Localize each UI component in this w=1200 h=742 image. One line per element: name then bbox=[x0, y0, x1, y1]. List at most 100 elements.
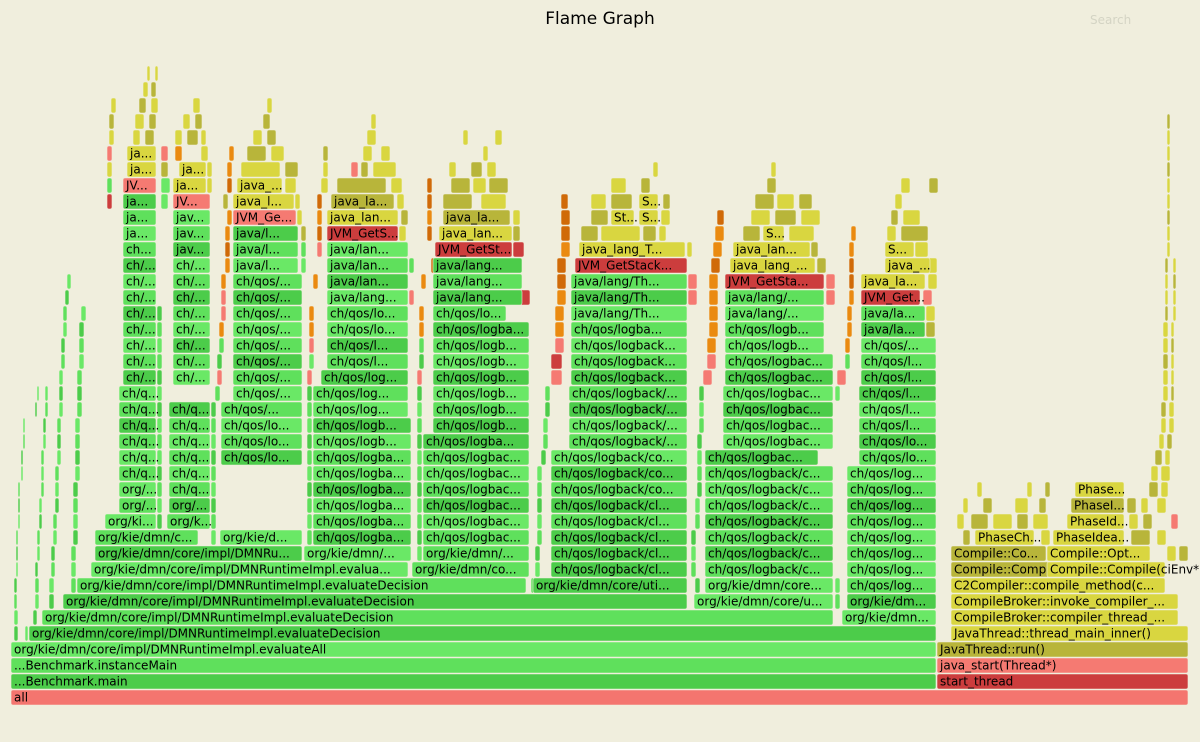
frame-fragment-394[interactable] bbox=[1162, 385, 1169, 402]
frame-fragment-370[interactable] bbox=[1142, 513, 1153, 530]
frame-115[interactable]: ch/... bbox=[122, 369, 157, 386]
frame-fragment-409[interactable] bbox=[1172, 273, 1177, 290]
frame-144[interactable]: ch/qos/logba... bbox=[570, 321, 688, 338]
frame-81[interactable]: ch/qos/logback/co... bbox=[550, 449, 688, 466]
frame-200[interactable]: ja... bbox=[122, 193, 157, 210]
frame-fragment-354[interactable] bbox=[150, 81, 157, 98]
frame-62[interactable]: ch/q... bbox=[168, 481, 211, 498]
frame-fragment-38[interactable] bbox=[15, 545, 19, 562]
frame-7[interactable]: org/kie/dmn/core/impl/DMNRuntimeImpl.eva… bbox=[28, 625, 937, 642]
frame-210[interactable]: ja... bbox=[126, 145, 157, 162]
frame-125[interactable]: ch/qos/... bbox=[232, 353, 303, 370]
frame-fragment-88[interactable] bbox=[20, 465, 24, 482]
frame-fragment-110[interactable] bbox=[56, 433, 62, 450]
frame-fragment-5[interactable] bbox=[13, 609, 19, 626]
frame-fragment-293[interactable] bbox=[336, 177, 387, 194]
frame-21[interactable]: org/kie/dmn/core/impl/DMNRuntimeImpl.eva… bbox=[90, 561, 409, 578]
frame-fragment-60[interactable] bbox=[52, 513, 58, 530]
frame-102[interactable]: ch/qos/... bbox=[220, 401, 303, 418]
frame-60[interactable]: PhaseI... bbox=[1070, 497, 1125, 514]
frame-151[interactable]: ch/qos/lo... bbox=[432, 305, 507, 322]
frame-fragment-375[interactable] bbox=[1038, 497, 1047, 514]
frame-fragment-99[interactable] bbox=[40, 449, 45, 466]
frame-fragment-182[interactable] bbox=[308, 321, 315, 338]
frame-99[interactable]: ch/qos/l... bbox=[858, 417, 937, 434]
frame-fragment-77[interactable] bbox=[694, 497, 701, 514]
frame-fragment-91[interactable] bbox=[74, 465, 81, 482]
frame-fragment-406[interactable] bbox=[1164, 289, 1169, 306]
frame-178[interactable]: java_... bbox=[884, 257, 931, 274]
frame-fragment-2[interactable] bbox=[13, 625, 19, 642]
frame-fragment-329[interactable] bbox=[482, 145, 489, 162]
frame-fragment-197[interactable] bbox=[925, 305, 936, 322]
frame-35[interactable]: Compile::Opt... bbox=[1046, 545, 1151, 562]
frame-fragment-222[interactable] bbox=[556, 257, 567, 274]
frame-131[interactable]: ch/... bbox=[122, 337, 157, 354]
frame-fragment-46[interactable] bbox=[534, 545, 541, 562]
frame-fragment-75[interactable] bbox=[416, 497, 423, 514]
frame-56[interactable]: ch/qos/logbac... bbox=[422, 497, 530, 514]
frame-fragment-31[interactable] bbox=[70, 561, 77, 578]
frame-fragment-119[interactable] bbox=[42, 417, 47, 434]
frame-86[interactable]: ch/qos/lo... bbox=[220, 433, 303, 450]
frame-fragment-40[interactable] bbox=[50, 545, 56, 562]
frame-107[interactable]: ch/qos/l... bbox=[858, 401, 937, 418]
frame-fragment-335[interactable] bbox=[200, 129, 207, 146]
frame-fragment-419[interactable] bbox=[1166, 129, 1171, 146]
frame-129[interactable]: ch/qos/logbac... bbox=[724, 353, 834, 370]
frame-fragment-245[interactable] bbox=[580, 225, 599, 242]
frame-171[interactable]: ch/... bbox=[122, 257, 157, 274]
frame-9[interactable]: org/kie/dmn/core/impl/DMNRuntimeImpl.eva… bbox=[41, 609, 834, 626]
frame-fragment-281[interactable] bbox=[610, 193, 633, 210]
frame-fragment-350[interactable] bbox=[150, 97, 159, 114]
frame-fragment-284[interactable] bbox=[776, 193, 795, 210]
frame-194[interactable]: jav... bbox=[172, 209, 211, 226]
frame-fragment-260[interactable] bbox=[512, 209, 521, 226]
frame-fragment-172[interactable] bbox=[308, 337, 315, 354]
frame-fragment-72[interactable] bbox=[156, 497, 163, 514]
frame-182[interactable]: java/lan... bbox=[326, 241, 409, 258]
frame-fragment-228[interactable] bbox=[300, 241, 307, 258]
frame-fragment-298[interactable] bbox=[488, 177, 509, 194]
frame-fragment-98[interactable] bbox=[20, 449, 24, 466]
frame-fragment-95[interactable] bbox=[416, 465, 423, 482]
frame-12[interactable]: org/kie/dmn/core/impl/DMNRuntimeImpl.eva… bbox=[62, 593, 688, 610]
frame-174[interactable]: java/lan... bbox=[326, 257, 409, 274]
frame-82[interactable]: ch/qos/logbac... bbox=[704, 449, 819, 466]
frame-fragment-198[interactable] bbox=[64, 289, 70, 306]
frame-fragment-69[interactable] bbox=[38, 497, 43, 514]
frame-fragment-396[interactable] bbox=[1162, 369, 1169, 386]
frame-123[interactable]: ch/... bbox=[122, 353, 157, 370]
frame-132[interactable]: ch/... bbox=[172, 337, 211, 354]
frame-fragment-252[interactable] bbox=[850, 225, 857, 242]
frame-65[interactable]: ch/qos/logback/co... bbox=[550, 481, 688, 498]
frame-fragment-123[interactable] bbox=[210, 417, 217, 434]
frame-207[interactable]: java_... bbox=[236, 177, 283, 194]
frame-fragment-216[interactable] bbox=[848, 273, 855, 290]
frame-45[interactable]: org/ki... bbox=[104, 513, 157, 530]
frame-fragment-21[interactable] bbox=[48, 577, 55, 594]
frame-fragment-326[interactable] bbox=[322, 145, 329, 162]
frame-fragment-186[interactable] bbox=[846, 321, 853, 338]
frame-fragment-156[interactable] bbox=[702, 369, 713, 386]
frame-120[interactable]: ch/qos/logback... bbox=[570, 369, 688, 386]
frame-68[interactable]: Phase... bbox=[1074, 481, 1125, 498]
frame-27[interactable]: Compile::Compile(ciEnv*, C2C... bbox=[1046, 561, 1200, 578]
frame-fragment-324[interactable] bbox=[246, 145, 267, 162]
frame-116[interactable]: ch/... bbox=[172, 369, 211, 386]
frame-fragment-188[interactable] bbox=[62, 305, 68, 322]
frame-11[interactable]: CompileBroker::compiler_thread_... bbox=[950, 609, 1179, 626]
frame-fragment-270[interactable] bbox=[106, 193, 113, 210]
frame-fragment-128[interactable] bbox=[34, 401, 38, 418]
frame-192[interactable]: S... bbox=[762, 225, 785, 242]
frame-fragment-114[interactable] bbox=[306, 433, 313, 450]
frame-fragment-92[interactable] bbox=[156, 465, 163, 482]
frame-fragment-147[interactable] bbox=[698, 385, 705, 402]
frame-fragment-251[interactable] bbox=[788, 225, 815, 242]
frame-fragment-319[interactable] bbox=[106, 145, 113, 162]
frame-fragment-111[interactable] bbox=[74, 433, 81, 450]
frame-fragment-331[interactable] bbox=[132, 129, 141, 146]
frame-fragment-193[interactable] bbox=[418, 305, 425, 322]
frame-79[interactable]: ch/qos/logba... bbox=[312, 449, 412, 466]
frame-fragment-64[interactable] bbox=[306, 513, 313, 530]
